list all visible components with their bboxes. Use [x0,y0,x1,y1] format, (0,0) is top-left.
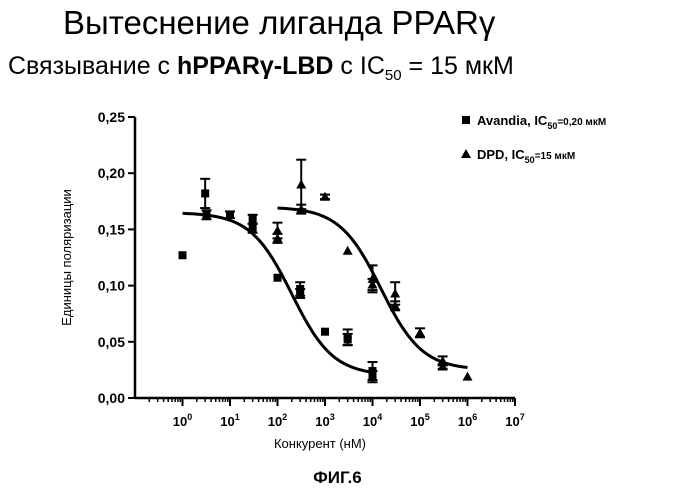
x-tick-label: 105 [410,412,429,429]
y-tick-label: 0,10 [98,278,125,294]
y-tick-label: 0,15 [98,221,125,237]
x-tick-base: 10 [220,414,234,429]
legend-label-series-1: Avandia, IC50=0,20 мкМ [477,113,606,131]
y-tick-label: 0,00 [98,390,125,406]
x-tick-base: 10 [505,414,519,429]
legend-label-main: Avandia, IC [477,113,548,128]
x-tick-label: 107 [505,412,524,429]
data-point-series-1 [226,211,234,219]
data-point-series-1 [249,215,257,223]
data-point-series-1 [249,224,257,232]
legend-marker-series-1 [462,116,470,124]
data-point-series-2 [320,192,330,201]
x-tick-label: 101 [220,412,239,429]
data-point-series-1 [201,189,209,197]
legend-label-tail: =0,20 мкМ [557,117,606,128]
data-point-series-1 [296,289,304,297]
x-tick-exponent: 2 [282,412,287,422]
data-point-series-2 [296,179,306,188]
legend-marker-series-2 [461,149,471,158]
data-point-series-1 [179,251,187,259]
x-tick-base: 10 [315,414,329,429]
x-tick-base: 10 [173,414,187,429]
x-tick-exponent: 4 [377,412,382,422]
y-tick-label: 0,25 [98,109,125,125]
x-tick-exponent: 0 [187,412,192,422]
data-point-series-1 [274,274,282,282]
legend-label-main: DPD, IC [477,147,525,162]
x-tick-exponent: 1 [235,412,240,422]
legend-label-subscript: 50 [525,155,535,165]
x-tick-label: 102 [268,412,287,429]
x-tick-base: 10 [363,414,377,429]
data-point-series-1 [369,373,377,381]
x-tick-base: 10 [410,414,424,429]
x-tick-base: 10 [458,414,472,429]
data-point-series-2 [463,372,473,381]
x-tick-label: 100 [173,412,192,429]
y-axis-label: Единицы поляризации [59,189,74,326]
data-point-series-1 [344,336,352,344]
y-tick-label: 0,20 [98,165,125,181]
data-point-series-2 [343,246,353,255]
figure-label: ФИГ.6 [0,468,675,488]
data-point-series-1 [202,211,210,219]
legend-label-series-2: DPD, IC50=15 мкМ [477,147,575,165]
x-tick-label: 103 [315,412,334,429]
x-tick-label: 106 [458,412,477,429]
x-tick-base: 10 [268,414,282,429]
y-tick-label: 0,05 [98,334,125,350]
data-point-series-1 [321,328,329,336]
legend-label-subscript: 50 [547,121,557,131]
x-tick-exponent: 6 [472,412,477,422]
data-point-series-2 [390,288,400,297]
x-tick-exponent: 3 [330,412,335,422]
x-tick-exponent: 5 [425,412,430,422]
x-tick-exponent: 7 [520,412,525,422]
x-tick-label: 104 [363,412,382,429]
x-axis-label: Конкурент (нМ) [274,436,366,451]
legend-label-tail: =15 мкМ [535,151,575,162]
